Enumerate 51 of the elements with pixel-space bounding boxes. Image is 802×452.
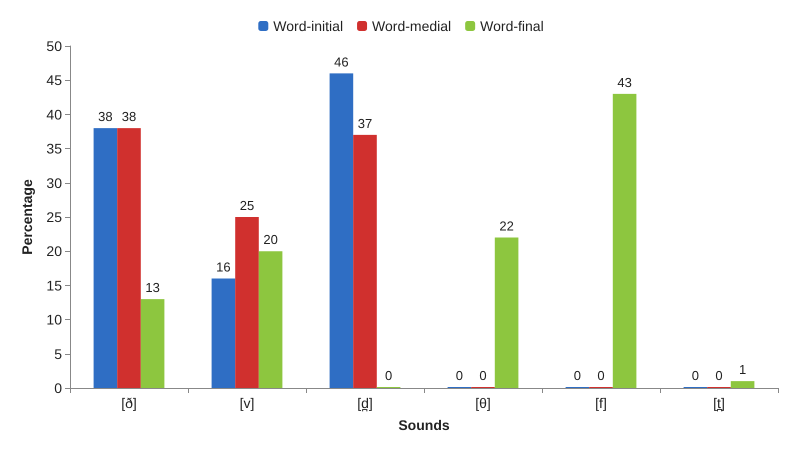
data-label: 0 <box>715 368 723 383</box>
bar <box>258 251 282 388</box>
y-tick-label: 10 <box>46 312 62 328</box>
x-tick-label: [d̪] <box>357 395 373 412</box>
x-tick-label: [ð] <box>121 395 137 411</box>
data-label: 20 <box>263 232 278 248</box>
data-label: 13 <box>145 280 160 296</box>
y-tick-label: 20 <box>46 243 62 260</box>
y-tick-label: 5 <box>54 346 62 362</box>
data-label: 0 <box>456 368 464 383</box>
bar <box>212 278 236 388</box>
data-label: 0 <box>574 368 582 383</box>
bar <box>330 73 354 388</box>
legend-label: Word-medial <box>372 18 452 34</box>
bar <box>612 94 636 388</box>
data-label: 37 <box>358 116 372 131</box>
bar <box>494 238 518 388</box>
data-label: 43 <box>617 74 632 90</box>
x-tick-label: [f] <box>595 395 607 411</box>
y-tick-label: 50 <box>46 38 62 54</box>
y-tick-label: 35 <box>46 140 62 157</box>
bar <box>730 381 754 388</box>
x-tick-label: [v] <box>240 395 254 411</box>
y-tick-label: 25 <box>46 209 62 225</box>
data-label: 1 <box>738 362 746 378</box>
data-label: 0 <box>479 368 487 383</box>
data-label: 0 <box>384 368 392 383</box>
data-label: 22 <box>499 218 514 234</box>
data-label: 38 <box>122 109 136 124</box>
data-label: 46 <box>334 54 349 70</box>
x-axis-title: Sounds <box>398 417 450 433</box>
legend-label: Word-initial <box>273 18 344 34</box>
y-tick-label: 15 <box>46 277 62 294</box>
data-label: 0 <box>692 368 700 383</box>
x-tick-label: [θ] <box>475 395 491 411</box>
data-label: 0 <box>597 368 605 383</box>
legend-label: Word-final <box>480 18 544 34</box>
y-tick-label: 45 <box>46 72 62 88</box>
bar <box>353 134 377 388</box>
bar <box>235 217 259 388</box>
y-axis-title: Percentage <box>19 179 35 255</box>
y-tick-label: 30 <box>46 174 62 191</box>
y-tick-label: 0 <box>54 380 62 396</box>
bar <box>117 128 141 388</box>
x-tick-label: [t̪] <box>713 395 725 412</box>
bar <box>140 299 164 388</box>
data-label: 38 <box>98 109 113 124</box>
y-tick-label: 40 <box>46 106 62 122</box>
data-label: 25 <box>240 198 254 213</box>
bar <box>94 128 118 388</box>
data-label: 16 <box>216 260 231 275</box>
